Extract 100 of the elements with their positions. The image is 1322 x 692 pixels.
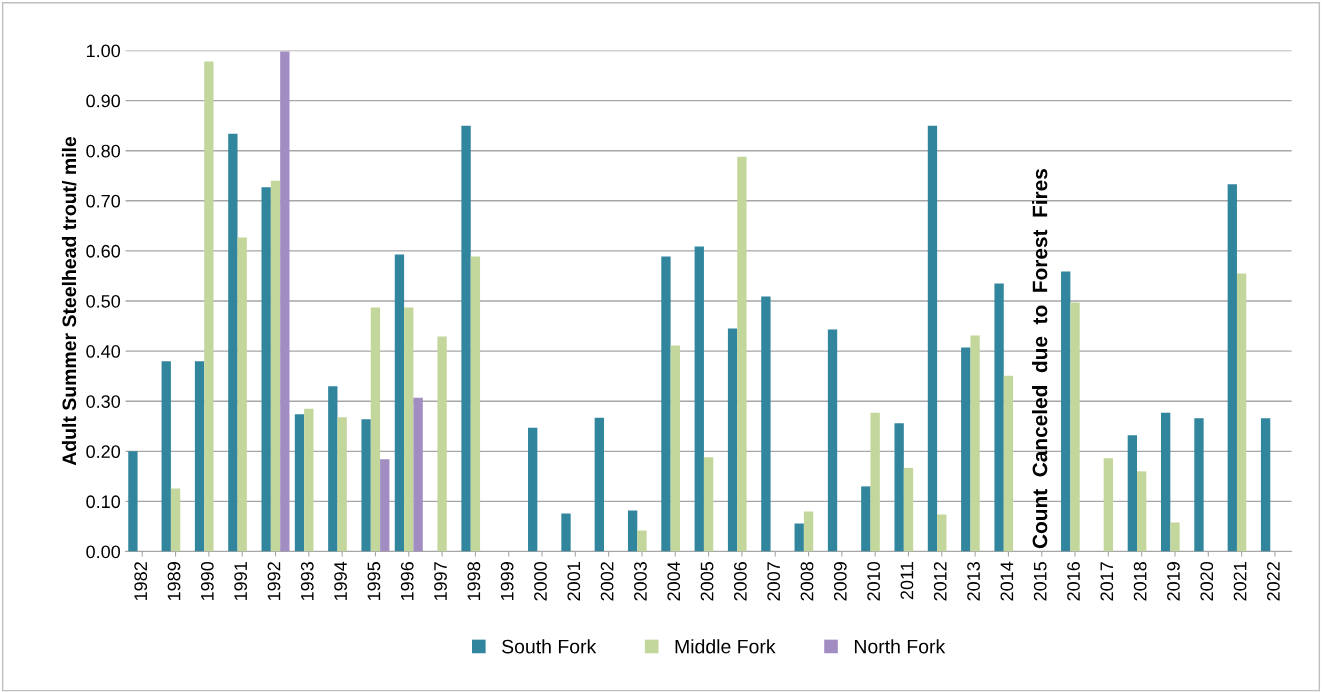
bar — [237, 237, 247, 552]
bar — [1260, 418, 1271, 552]
bar — [437, 336, 447, 552]
bar — [394, 254, 405, 552]
bar — [970, 335, 980, 552]
bar — [937, 514, 947, 552]
bar — [694, 246, 704, 552]
x-tick-label: 1999 — [500, 562, 514, 601]
bar — [161, 361, 171, 552]
bar — [528, 427, 538, 552]
bar — [794, 523, 804, 552]
x-tick-label: 1991 — [234, 562, 248, 601]
bar — [470, 256, 481, 552]
bar — [670, 345, 680, 552]
bar — [304, 408, 314, 552]
bar — [961, 347, 971, 552]
legend-label: Middle Fork — [675, 639, 776, 654]
annotation: Count Canceled due to Forest Fires — [1032, 169, 1048, 549]
bar — [703, 457, 714, 552]
bar — [994, 283, 1004, 552]
x-tick-label: 2009 — [833, 562, 847, 601]
x-tick-label: 1993 — [300, 562, 314, 601]
y-tick-label: 0.90 — [86, 94, 121, 108]
x-tick-label: 1989 — [167, 562, 181, 601]
bar — [927, 125, 938, 552]
legend-label: North Fork — [854, 639, 946, 654]
y-tick-label: 1.00 — [86, 44, 121, 58]
y-tick-label: 0.00 — [86, 545, 121, 559]
bar — [380, 459, 390, 552]
x-tick-label: 2001 — [567, 562, 581, 601]
x-tick-label: 2015 — [1033, 562, 1047, 601]
bar — [261, 187, 271, 552]
x-tick-label: 2018 — [1133, 562, 1147, 601]
x-tick-label: 2012 — [933, 562, 947, 601]
bar — [1061, 271, 1071, 552]
bar — [280, 51, 290, 552]
bar — [204, 61, 214, 552]
x-tick-label: 2002 — [600, 562, 614, 601]
bar — [370, 307, 381, 552]
x-tick-label: 2016 — [1067, 562, 1080, 601]
bar — [361, 419, 371, 552]
x-tick-label: 1992 — [267, 562, 281, 601]
legend-label: South Fork — [502, 639, 597, 654]
x-tick-label: 1996 — [400, 562, 414, 601]
bar — [1103, 458, 1114, 552]
x-tick-label: 1998 — [467, 562, 481, 601]
x-tick-label: 2021 — [1233, 562, 1247, 601]
bar — [328, 386, 338, 552]
bar — [294, 414, 305, 552]
bar — [803, 511, 814, 552]
x-tick-label: 1994 — [334, 561, 347, 601]
bar — [170, 488, 181, 552]
bar — [594, 417, 604, 552]
bar — [737, 156, 747, 552]
bar — [1194, 418, 1204, 552]
bar — [1161, 412, 1171, 552]
bar — [561, 513, 571, 552]
x-tick-label: 2010 — [867, 561, 881, 601]
bar — [761, 296, 771, 552]
y-tick-label: 0.50 — [86, 294, 121, 308]
bar — [228, 133, 238, 552]
bar — [1170, 522, 1180, 552]
x-tick-label: 1997 — [434, 562, 447, 601]
x-tick-label: 2000 — [534, 561, 547, 601]
y-tick-label: 0.60 — [86, 244, 121, 258]
bar — [404, 307, 414, 552]
y-axis-title: Adult Summer Steelhead trout/ mile — [61, 136, 77, 466]
bar — [870, 412, 880, 552]
bar — [727, 328, 738, 552]
bar — [413, 397, 423, 552]
y-tick-label: 0.10 — [86, 495, 121, 509]
bar — [1070, 302, 1080, 552]
bar — [903, 467, 914, 552]
x-tick-label: 2006 — [733, 562, 747, 601]
bar — [270, 180, 281, 552]
x-tick-label: 2019 — [1167, 562, 1180, 601]
x-tick-label: 2011 — [900, 562, 914, 600]
bar — [1236, 273, 1247, 552]
y-tick-label: 0.40 — [86, 345, 121, 358]
x-tick-label: 2013 — [967, 562, 980, 601]
x-tick-label: 2004 — [667, 561, 681, 601]
bar — [637, 530, 647, 552]
bar — [1127, 435, 1138, 552]
bar — [827, 329, 838, 552]
x-tick-label: 2014 — [1000, 561, 1014, 601]
y-tick-label: 0.70 — [86, 194, 121, 208]
x-tick-label: 2003 — [634, 562, 647, 601]
bar — [337, 417, 347, 552]
bar — [661, 256, 671, 552]
bar — [461, 125, 471, 552]
bar — [194, 361, 205, 552]
x-tick-label: 1982 — [134, 562, 148, 601]
y-tick-label: 0.20 — [86, 445, 121, 459]
bar — [1137, 471, 1147, 552]
x-tick-label: 2007 — [767, 562, 781, 601]
x-tick-label: 1990 — [200, 561, 214, 601]
x-tick-label: 2005 — [700, 562, 714, 601]
bar — [128, 451, 138, 552]
bar — [861, 486, 871, 552]
bar — [627, 510, 638, 552]
